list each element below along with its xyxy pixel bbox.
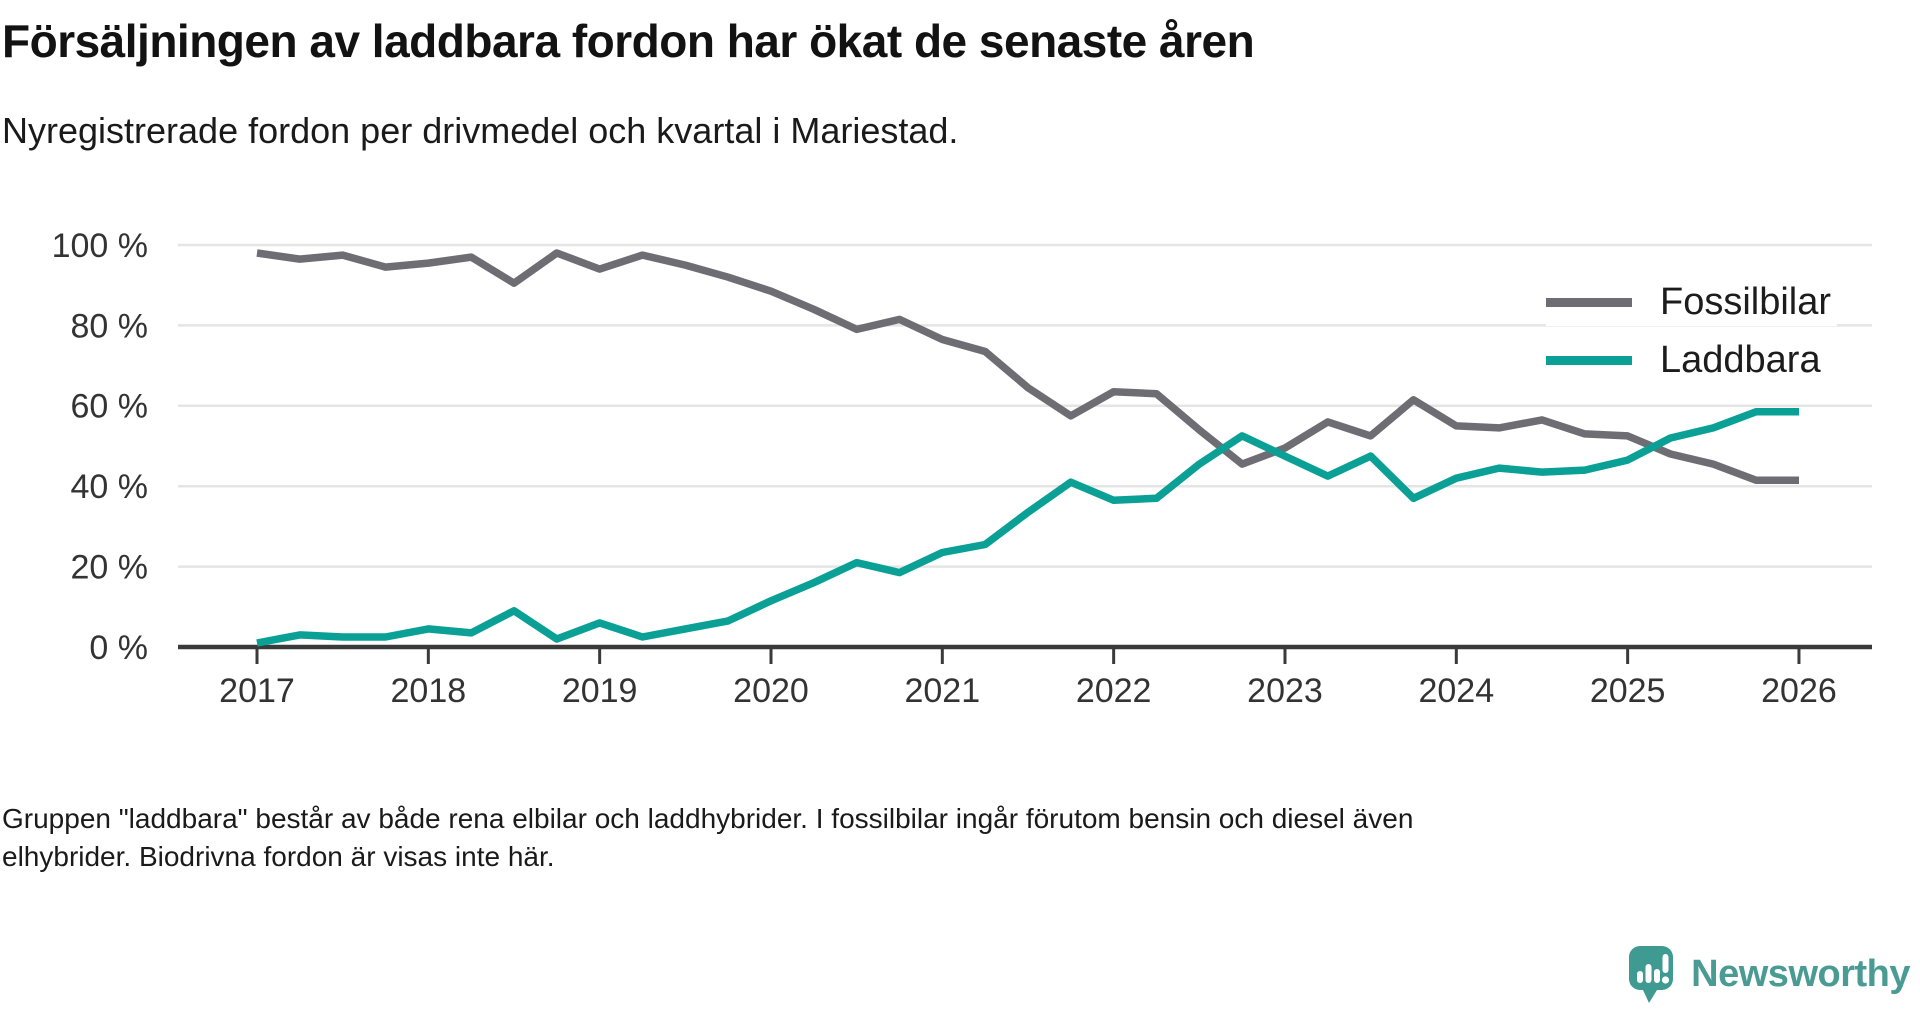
x-tick-label: 2021 (904, 672, 980, 710)
x-tick-label: 2023 (1247, 672, 1323, 710)
y-tick-label: 0 % (89, 629, 148, 667)
fossilbilar-line (256, 249, 1799, 484)
y-tick-label: 20 % (71, 549, 149, 587)
chart-legend: Fossilbilar Laddbara (1546, 279, 1838, 384)
page-title: Försäljningen av laddbara fordon har öka… (2, 15, 1255, 67)
x-tick-label: 2022 (1076, 672, 1152, 710)
legend-item-laddbara: Laddbara (1546, 337, 1838, 384)
newsworthy-branding: Newsworthy (1627, 944, 1910, 1004)
fossilbilar-line-swatch-icon (1546, 298, 1632, 307)
footnote: Gruppen "laddbara" består av både rena e… (2, 800, 1413, 876)
footnote-line: Gruppen "laddbara" består av både rena e… (2, 803, 1414, 834)
legend-item-fossilbilar: Fossilbilar (1546, 279, 1838, 326)
page-subtitle: Nyregistrerade fordon per drivmedel och … (2, 110, 959, 151)
bar-icon (1654, 969, 1661, 983)
x-tick-label: 2025 (1590, 672, 1666, 710)
x-tick-label: 2018 (391, 672, 467, 710)
x-tick-label: 2020 (733, 672, 809, 710)
x-tick-label: 2017 (219, 672, 295, 710)
laddbara-line (256, 408, 1799, 647)
legend-label: Laddbara (1660, 339, 1821, 381)
x-tick-label: 2026 (1761, 672, 1837, 710)
x-tick-label: 2024 (1418, 672, 1494, 710)
x-tick-label: 2019 (562, 672, 638, 710)
bar-icon (1645, 964, 1652, 983)
newsworthy-logo-text: Newsworthy (1691, 952, 1910, 995)
exclamation-bar-icon (1662, 954, 1669, 973)
legend-label: Fossilbilar (1660, 281, 1832, 323)
y-tick-label: 80 % (71, 307, 149, 345)
footnote-line: elhybrider. Biodrivna fordon är visas in… (2, 841, 555, 872)
y-tick-label: 40 % (71, 468, 149, 506)
exclamation-dot-icon (1662, 976, 1670, 984)
bar-icon (1637, 971, 1644, 983)
y-tick-label: 100 % (52, 227, 148, 265)
laddbara-line-swatch-icon (1546, 356, 1632, 365)
newsworthy-speech-bubble-chart-icon (1629, 946, 1674, 1003)
y-tick-label: 60 % (71, 388, 149, 426)
line-chart: 2017 2018 2019 2020 2021 2022 2023 2024 2025 2026… (52, 227, 1872, 710)
